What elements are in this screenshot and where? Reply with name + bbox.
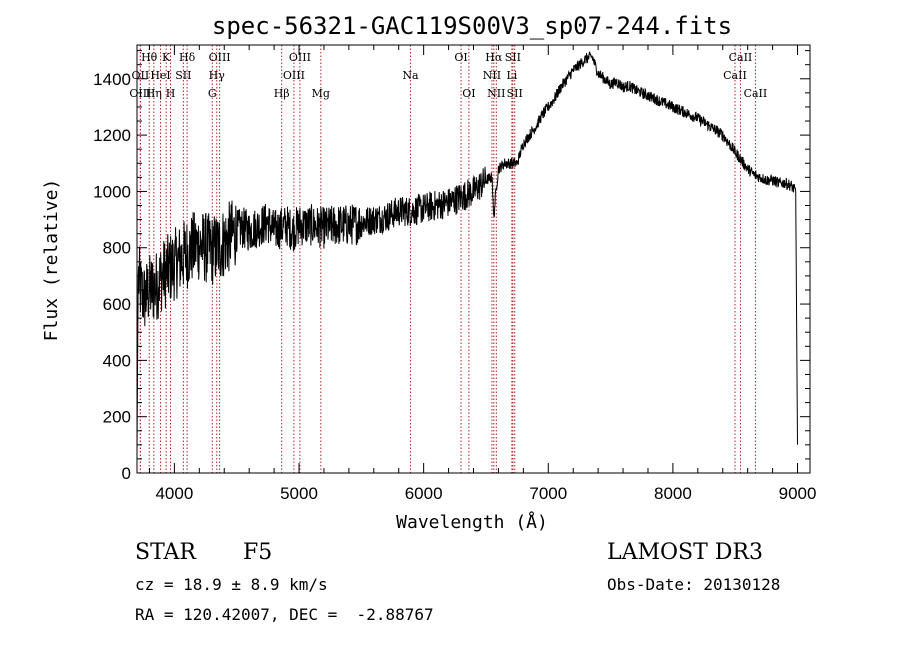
y-tick-label: 800 [103,239,131,258]
line-marker-label: HeI [150,69,170,82]
line-marker-label: OIII [129,87,151,100]
line-marker-label: SII [507,87,523,100]
line-marker-label: Hγ [209,69,226,82]
line-marker-label: Li [506,69,517,82]
y-tick-label: 600 [103,295,131,314]
y-tick-label: 200 [103,408,131,427]
object-class: STAR [135,540,197,565]
y-tick-label: 0 [122,464,131,483]
x-tick-label: 6000 [405,484,443,503]
line-marker-label: G [208,87,217,100]
line-marker-label: Na [402,69,419,82]
x-tick-label: 7000 [529,484,567,503]
line-marker-label: SII [505,51,521,64]
chart-title: spec-56321-GAC119S00V3_sp07-244.fits [212,12,732,40]
survey-name: LAMOST DR3 [607,540,763,565]
line-marker-label: OIII [209,51,231,64]
line-marker-label: Mg [312,87,330,100]
line-marker-label: NII [487,87,505,100]
object-subclass: F5 [243,540,272,565]
line-marker-label: CaII [729,51,753,64]
line-marker-label: CaII [744,87,768,100]
plot-frame [136,44,811,474]
y-tick-label: 1200 [93,126,131,145]
x-tick-label: 8000 [654,484,692,503]
y-axis-label: Flux (relative) [41,179,62,342]
y-tick-label: 1400 [93,70,131,89]
line-markers [139,45,756,473]
x-axis-ticks: 4000 5000 6000 7000 8000 9000 [148,45,817,503]
line-marker-label: OI [462,87,475,100]
line-marker-label: NII [483,69,501,82]
spectrum-line [136,51,798,451]
line-marker-label: H [166,87,176,100]
y-tick-label: 400 [103,351,131,370]
line-marker-label: CaII [723,69,747,82]
line-marker-label: OIII [289,51,311,64]
line-marker-label: SII [175,69,191,82]
line-marker-label: OIII [283,69,305,82]
line-marker-label: OII [132,69,150,82]
line-marker-label: Hα [485,51,503,64]
observation-date: Obs-Date: 20130128 [607,575,780,594]
redshift-readout: cz = 18.9 ± 8.9 km/s [135,575,328,594]
line-marker-label: Hδ [179,51,196,64]
y-tick-label: 1000 [93,182,131,201]
coordinates-readout: RA = 120.42007, DEC = -2.88767 [135,605,434,624]
line-marker-label: K [162,51,171,64]
line-marker-label: Hη [146,87,162,100]
line-marker-label: Hβ [274,87,290,100]
y-axis-ticks: 0 200 400 600 800 1000 1200 1400 [93,50,810,483]
x-tick-label: 4000 [155,484,193,503]
x-tick-label: 9000 [779,484,817,503]
x-tick-label: 5000 [280,484,318,503]
line-marker-label: Hθ [141,51,158,64]
line-marker-label: OI [454,51,467,64]
x-axis-label: Wavelength (Å) [396,511,548,533]
